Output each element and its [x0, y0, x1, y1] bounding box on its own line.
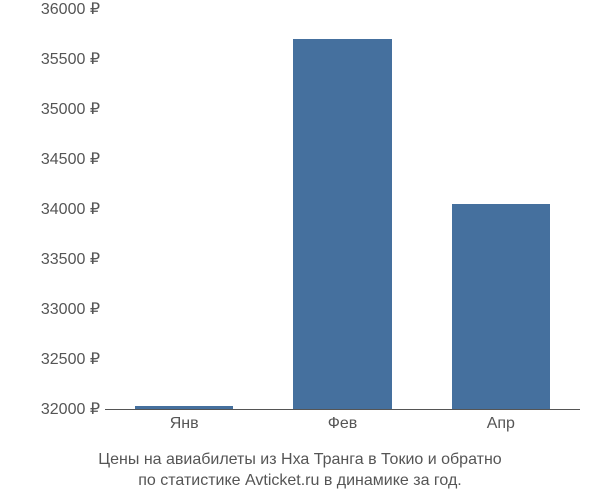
x-tick-label: Фев [328, 415, 358, 433]
y-tick-label: 32500 ₽ [0, 352, 100, 368]
y-tick-label: 33500 ₽ [0, 252, 100, 268]
bar [135, 406, 233, 409]
y-tick-label: 35500 ₽ [0, 52, 100, 68]
y-tick-label: 34000 ₽ [0, 202, 100, 218]
x-tick-label: Апр [487, 415, 515, 433]
y-tick-label: 36000 ₽ [0, 2, 100, 18]
caption-line-2: по статистике Avticket.ru в динамике за … [138, 472, 462, 489]
y-axis: 32000 ₽32500 ₽33000 ₽33500 ₽34000 ₽34500… [0, 10, 100, 410]
bar [293, 39, 391, 409]
plot-area [105, 10, 580, 410]
y-tick-label: 35000 ₽ [0, 102, 100, 118]
y-tick-label: 33000 ₽ [0, 302, 100, 318]
x-axis: Янв Фев Апр [105, 415, 580, 440]
x-tick-label: Янв [170, 415, 199, 433]
price-bar-chart: 32000 ₽ 32500 ₽ 33000 ₽ 33500 ₽ 34000 ₽ 34500… [0, 0, 600, 500]
y-tick-label: 34500 ₽ [0, 152, 100, 168]
y-tick-label: 32000 ₽ [0, 402, 100, 418]
caption-line-1: Цены на авиабилеты из Нха Транга в Токио… [98, 451, 501, 468]
chart-caption: Цены на авиабилеты из Нха Транга в Токио… [0, 450, 600, 492]
bar [452, 204, 550, 409]
